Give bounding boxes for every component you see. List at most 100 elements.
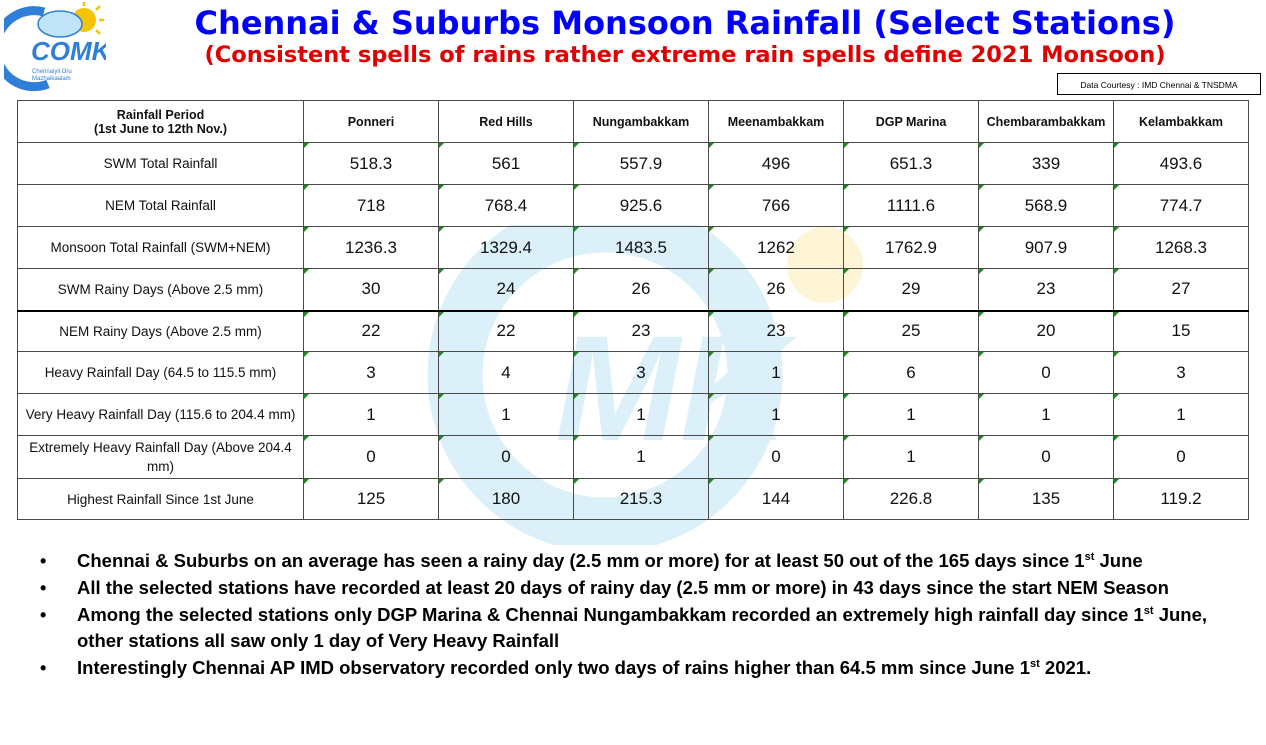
table-cell: 0 [708,435,844,479]
table-cell: 226.8 [843,478,979,520]
table-cell: 1 [573,435,709,479]
svg-text:Chennaiyil Oru: Chennaiyil Oru [32,69,72,75]
table-row: SWM Rainy Days (Above 2.5 mm) 30 24 26 2… [17,268,1249,311]
table-row: NEM Rainy Days (Above 2.5 mm) 22 22 23 2… [17,309,1249,352]
table-cell: 0 [978,351,1114,394]
row-label: Very Heavy Rainfall Day (115.6 to 204.4 … [17,393,304,436]
data-courtesy-note: Data Courtesy : IMD Chennai & TNSDMA [1057,73,1261,95]
table-cell: 1262 [708,226,844,269]
column-header: Meenambakkam [708,100,844,143]
table-cell: 24 [438,268,574,311]
column-header: Chembarambakkam [978,100,1114,143]
table-cell: 907.9 [978,226,1114,269]
comk-logo-icon: COMK Chennaiyil Oru Mazhaikaalam [4,2,106,92]
table-cell: 1 [573,393,709,436]
table-cell: 561 [438,142,574,185]
table-cell: 22 [303,309,439,352]
table-cell: 1111.6 [843,184,979,227]
table-cell: 339 [978,142,1114,185]
table-cell: 557.9 [573,142,709,185]
table-cell: 496 [708,142,844,185]
note-text: June, other stations all saw only 1 day … [77,604,1208,651]
table-cell: 26 [708,268,844,311]
table-cell: 119.2 [1113,478,1249,520]
table-cell: 1 [978,393,1114,436]
table-cell: 22 [438,309,574,352]
table-cell: 29 [843,268,979,311]
page-title: Chennai & Suburbs Monsoon Rainfall (Sele… [194,4,1176,42]
table-cell: 6 [843,351,979,394]
row-label: Monsoon Total Rainfall (SWM+NEM) [17,226,304,269]
column-header: DGP Marina [843,100,979,143]
column-header: Ponneri [303,100,439,143]
note-superscript: st [1143,604,1154,617]
row-label: Highest Rainfall Since 1st June [17,478,304,520]
column-header: Kelambakkam [1113,100,1249,143]
column-header: Nungambakkam [573,100,709,143]
table-cell: 1 [708,351,844,394]
row-label: NEM Rainy Days (Above 2.5 mm) [17,309,304,352]
table-cell: 25 [843,309,979,352]
note-item: • All the selected stations have recorded… [40,575,1240,601]
header-label-line-2: (1st June to 12th Nov.) [93,121,228,136]
note-superscript: st [1084,550,1095,563]
table-row: Heavy Rainfall Day (64.5 to 115.5 mm) 3 … [17,351,1249,394]
table-cell: 1329.4 [438,226,574,269]
table-cell: 1762.9 [843,226,979,269]
table-cell: 135 [978,478,1114,520]
note-text: All the selected stations have recorded … [77,577,1169,598]
note-superscript: st [1030,657,1040,670]
note-text: Among the selected stations only DGP Mar… [77,604,1144,625]
table-row: NEM Total Rainfall 718 768.4 925.6 766 1… [17,184,1249,227]
table-cell: 4 [438,351,574,394]
table-cell: 1 [303,393,439,436]
table-row: SWM Total Rainfall 518.3 561 557.9 496 6… [17,142,1249,185]
note-item: • Among the selected stations only DGP Ma… [40,602,1240,654]
table-cell: 1 [843,435,979,479]
table-cell: 766 [708,184,844,227]
table-cell: 1 [708,393,844,436]
note-text: June [1094,550,1143,571]
table-cell: 20 [978,309,1114,352]
table-cell: 774.7 [1113,184,1249,227]
table-row: Highest Rainfall Since 1st June 125 180 … [17,478,1249,520]
bullet-icon: • [40,605,47,625]
table-cell: 493.6 [1113,142,1249,185]
table-cell: 0 [303,435,439,479]
rainfall-table: Rainfall Period (1st June to 12th Nov.) … [17,100,1249,520]
table-cell: 651.3 [843,142,979,185]
note-item: • Chennai & Suburbs on an average has see… [40,548,1240,574]
svg-text:COMK: COMK [31,36,106,66]
table-row: Very Heavy Rainfall Day (115.6 to 204.4 … [17,393,1249,436]
table-header-row: Rainfall Period (1st June to 12th Nov.) … [17,100,1249,143]
row-label: Extremely Heavy Rainfall Day (Above 204.… [17,435,304,479]
notes-list: • Chennai & Suburbs on an average has see… [40,548,1240,682]
table-cell: 3 [303,351,439,394]
note-item: • Interestingly Chennai AP IMD observator… [40,655,1240,681]
table-cell: 27 [1113,268,1249,311]
svg-text:Mazhaikaalam: Mazhaikaalam [32,76,71,82]
row-label: Heavy Rainfall Day (64.5 to 115.5 mm) [17,351,304,394]
row-label: SWM Total Rainfall [17,142,304,185]
table-cell: 568.9 [978,184,1114,227]
table-cell: 1268.3 [1113,226,1249,269]
table-row: Monsoon Total Rainfall (SWM+NEM) 1236.3 … [17,226,1249,269]
bullet-icon: • [40,658,47,678]
table-cell: 23 [573,309,709,352]
rainfall-period-header: Rainfall Period (1st June to 12th Nov.) [17,100,304,143]
row-label: SWM Rainy Days (Above 2.5 mm) [17,268,304,311]
table-cell: 23 [978,268,1114,311]
table-cell: 215.3 [573,478,709,520]
page-subtitle: (Consistent spells of rains rather extre… [204,42,1166,68]
table-cell: 125 [303,478,439,520]
note-text: Interestingly Chennai AP IMD observatory… [77,657,1031,678]
table-cell: 26 [573,268,709,311]
table-cell: 30 [303,268,439,311]
note-text: Chennai & Suburbs on an average has seen… [77,550,1085,571]
note-text: 2021. [1039,657,1092,678]
table-cell: 518.3 [303,142,439,185]
table-cell: 15 [1113,309,1249,352]
header-label-line-1: Rainfall Period [116,107,205,122]
table-cell: 768.4 [438,184,574,227]
table-cell: 180 [438,478,574,520]
